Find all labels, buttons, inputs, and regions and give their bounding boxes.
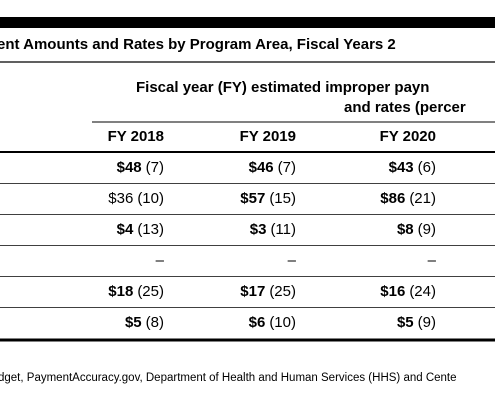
cell-amount: $17 [240, 283, 265, 300]
cell-amount: $8 [397, 221, 414, 238]
cell: $16 (24) [380, 283, 436, 300]
cell: $5 (8) [125, 314, 164, 331]
cell-rate: (15) [269, 190, 296, 207]
cell: $43 (6) [389, 159, 436, 176]
cell-amount: $36 [108, 190, 133, 207]
column-header: FY 2020 [380, 128, 436, 145]
cell: $8 (9) [397, 221, 436, 238]
cell-rate: (8) [146, 314, 164, 331]
column-header: FY 2019 [240, 128, 296, 145]
cell: $5 (9) [397, 314, 436, 331]
table-title: ent Amounts and Rates by Program Area, F… [0, 36, 396, 53]
cell: $18 (25) [108, 283, 164, 300]
column-header: FY 2018 [108, 128, 164, 145]
cell: $48 (7) [117, 159, 164, 176]
cell-amount: $6 [249, 314, 266, 331]
cell-rate: (10) [269, 314, 296, 331]
cell: $86 (21) [380, 190, 436, 207]
cell-amount: $46 [249, 159, 274, 176]
cell-amount: $18 [108, 283, 133, 300]
group-header: Fiscal year (FY) estimated improper payn [136, 79, 429, 96]
cell-amount: $5 [397, 314, 414, 331]
cell-rate: (25) [269, 283, 296, 300]
cell: $46 (7) [249, 159, 296, 176]
cell-rate: (11) [270, 221, 296, 238]
cell: $4 (13) [117, 221, 164, 238]
cell-amount: – [288, 252, 297, 269]
cell-rate: (21) [409, 190, 436, 207]
cell-rate: (25) [137, 283, 164, 300]
cell: $17 (25) [240, 283, 296, 300]
source-note: dget, PaymentAccuracy.gov, Department of… [0, 372, 457, 384]
group-header: and rates (percer [344, 99, 466, 116]
cell-amount: $5 [125, 314, 142, 331]
cell-rate: (7) [278, 159, 296, 176]
cell-rate: (9) [418, 314, 436, 331]
cell-amount: $57 [240, 190, 265, 207]
cell: – [428, 252, 437, 269]
cell-amount: $16 [380, 283, 405, 300]
cell: $3 (11) [250, 221, 296, 238]
cell: $36 (10) [108, 190, 164, 207]
cell: – [156, 252, 165, 269]
cell-rate: (24) [409, 283, 436, 300]
cell: $6 (10) [249, 314, 296, 331]
cell-rate: (9) [418, 221, 436, 238]
cell: – [288, 252, 297, 269]
top-rule [0, 17, 495, 28]
cell-amount: $43 [389, 159, 414, 176]
cell-amount: – [156, 252, 165, 269]
cell-amount: $86 [380, 190, 405, 207]
cell-rate: (13) [137, 221, 164, 238]
cell-amount: – [428, 252, 437, 269]
cell-amount: $48 [117, 159, 142, 176]
cell-rate: (10) [137, 190, 164, 207]
cell-amount: $4 [117, 221, 134, 238]
cell-rate: (6) [418, 159, 436, 176]
cell-rate: (7) [146, 159, 164, 176]
cell-amount: $3 [250, 221, 267, 238]
cell: $57 (15) [240, 190, 296, 207]
